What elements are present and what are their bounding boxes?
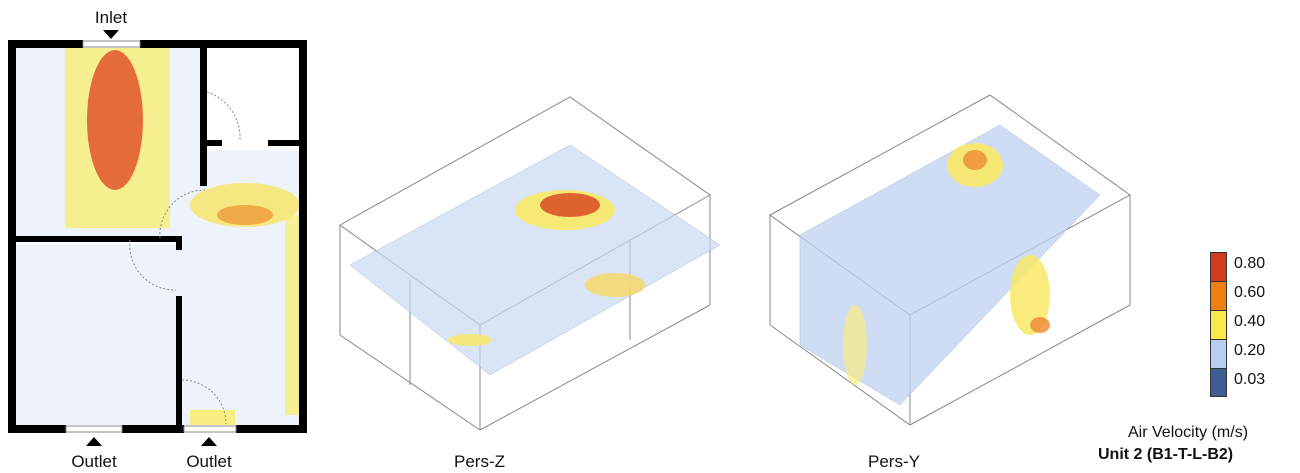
outlet-right-label: Outlet	[186, 452, 232, 471]
plan-openings	[65, 40, 241, 433]
outlet-right-arrow-icon	[201, 437, 217, 446]
legend-title: Air Velocity (m/s)	[1128, 424, 1249, 441]
outlet-left-label: Outlet	[71, 452, 117, 471]
pers-z-velocity-field	[349, 144, 721, 376]
legend-swatch-3	[1210, 339, 1227, 368]
legend-value-1: 0.60	[1234, 284, 1266, 301]
velocity-field-plan	[16, 48, 300, 425]
legend-swatch-0	[1210, 252, 1227, 281]
outlet-left-arrow-icon	[86, 437, 102, 446]
legend-value-0: 0.80	[1234, 255, 1266, 272]
floor-plan-diagram	[8, 30, 307, 446]
legend-value-2: 0.40	[1234, 313, 1266, 330]
legend-value-4: 0.03	[1234, 371, 1266, 388]
legend-swatch-1	[1210, 281, 1227, 310]
pers-z-view	[339, 96, 721, 430]
legend-swatch-2	[1210, 310, 1227, 339]
legend-swatch-4	[1210, 368, 1227, 397]
pers-z-label: Pers-Z	[454, 452, 505, 471]
plan-walls	[8, 40, 307, 433]
inlet-label: Inlet	[94, 8, 128, 27]
inlet-arrow-icon	[103, 30, 119, 39]
velocity-legend-colorbar	[1210, 252, 1227, 397]
pers-y-view	[769, 94, 1131, 426]
pers-y-label: Pers-Y	[868, 452, 920, 471]
unit-caption: Unit 2 (B1-T-L-B2)	[1098, 446, 1234, 463]
legend-value-3: 0.20	[1234, 342, 1266, 359]
plan-arrows	[86, 30, 217, 446]
pers-y-velocity-field	[799, 124, 1101, 406]
